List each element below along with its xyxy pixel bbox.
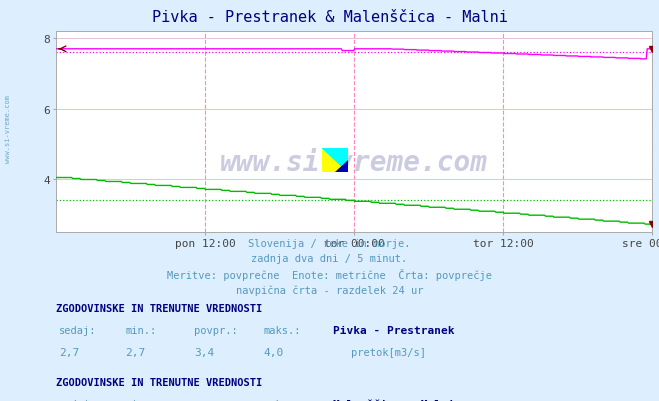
Text: min.:: min.:	[125, 325, 156, 335]
Text: sedaj:: sedaj:	[59, 325, 97, 335]
Text: povpr.:: povpr.:	[194, 325, 238, 335]
Text: ZGODOVINSKE IN TRENUTNE VREDNOSTI: ZGODOVINSKE IN TRENUTNE VREDNOSTI	[56, 303, 262, 313]
Text: ZGODOVINSKE IN TRENUTNE VREDNOSTI: ZGODOVINSKE IN TRENUTNE VREDNOSTI	[56, 377, 262, 387]
Polygon shape	[322, 148, 348, 173]
Polygon shape	[335, 160, 348, 173]
Text: povpr.:: povpr.:	[194, 399, 238, 401]
Text: sedaj:: sedaj:	[59, 399, 97, 401]
Text: 2,7: 2,7	[59, 347, 80, 357]
Text: Malenščica - Malni: Malenščica - Malni	[333, 399, 454, 401]
Text: 3,4: 3,4	[194, 347, 215, 357]
Text: www.si-vreme.com: www.si-vreme.com	[5, 94, 11, 162]
Text: Pivka - Prestranek & Malenščica - Malni: Pivka - Prestranek & Malenščica - Malni	[152, 10, 507, 25]
Polygon shape	[322, 148, 348, 173]
Text: www.si-vreme.com: www.si-vreme.com	[220, 148, 488, 176]
Text: maks.:: maks.:	[264, 325, 301, 335]
Text: pretok[m3/s]: pretok[m3/s]	[351, 347, 426, 357]
Text: 2,7: 2,7	[125, 347, 146, 357]
Text: Pivka - Prestranek: Pivka - Prestranek	[333, 325, 454, 335]
Text: Slovenija / reke in morje.
zadnja dva dni / 5 minut.
Meritve: povprečne  Enote: : Slovenija / reke in morje. zadnja dva dn…	[167, 239, 492, 296]
Text: maks.:: maks.:	[264, 399, 301, 401]
Text: 4,0: 4,0	[264, 347, 284, 357]
Text: min.:: min.:	[125, 399, 156, 401]
